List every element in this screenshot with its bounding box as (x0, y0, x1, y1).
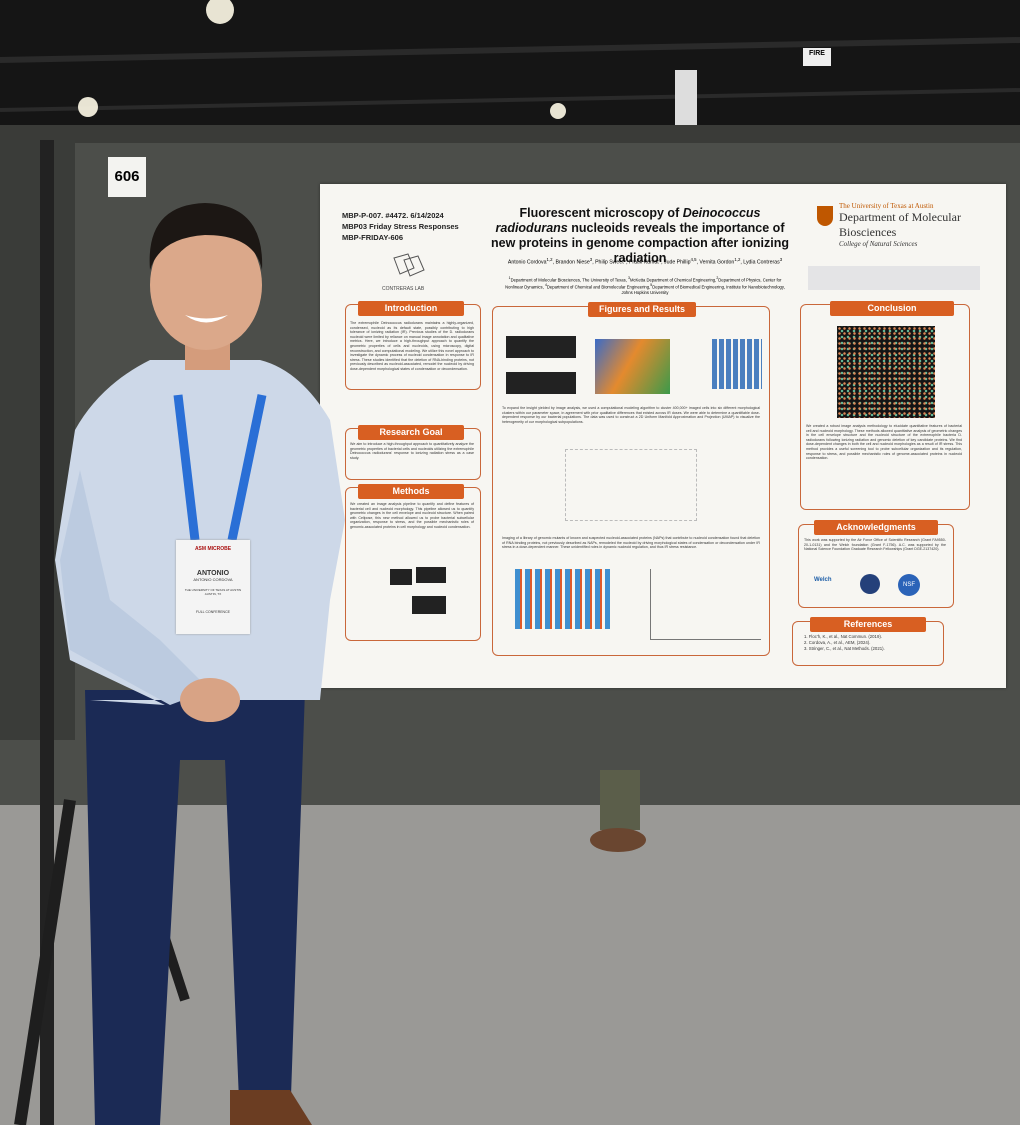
affiliation: Department of Chemical and Biomolecular … (546, 284, 651, 290)
section-text: The extremophile Deinococcus radiodurans… (350, 321, 474, 371)
affiliation: McKetta Department of Chemical Engineeri… (629, 277, 717, 283)
section-heading: Introduction (358, 301, 464, 316)
author-affiliation: 1,2 (546, 257, 553, 262)
author-affiliation: 3 (779, 257, 783, 262)
affiliation-number: 5 (650, 282, 653, 287)
poster: MBP-P-007. #4472. 6/14/2024 MBP03 Friday… (320, 184, 1006, 688)
section-text: We created a robust image analysis metho… (806, 424, 962, 461)
author-affiliation: 1,2 (734, 257, 741, 262)
title-part: nucleoids reveals the importance of new … (491, 221, 789, 265)
section-heading: References (810, 617, 926, 632)
affiliation: Department of Biomedical Engineering, In… (621, 284, 785, 295)
reference-list: 1. Floc'h, K., et al., Nat Commun. (2019… (804, 634, 885, 652)
institution: The University of Texas at Austin Depart… (817, 202, 1006, 248)
reference: 3. Stringer, C., et al., Nat Methods. (2… (804, 646, 885, 651)
section-heading: Figures and Results (588, 302, 696, 317)
session-line: MBP03 Friday Stress Responses (342, 222, 459, 231)
author-affiliation: 4 (658, 257, 662, 262)
section-heading: Conclusion (830, 301, 954, 316)
author-affiliation: 1 (623, 257, 627, 262)
ut-shield (817, 206, 833, 226)
section-heading: Research Goal (358, 425, 464, 440)
affiliation-number: 4 (544, 282, 547, 287)
section-text: We created an image analysis pipeline to… (350, 502, 474, 529)
author-name: Antonio Cordova (507, 259, 547, 266)
line-figure (650, 569, 761, 640)
title-part: Fluorescent microscopy of (519, 206, 683, 220)
badge-type: FULL CONFERENCE (196, 610, 230, 614)
university: The University of Texas at Austin (839, 202, 934, 210)
session-line: MBP-FRIDAY-606 (342, 233, 403, 242)
umap-figure (595, 339, 670, 394)
reference: 1. Floc'h, K., et al., Nat Commun. (2019… (804, 634, 882, 639)
college: College of Natural Sciences (839, 240, 918, 248)
bar-figure (515, 569, 610, 629)
badge-location: AUSTIN, TX (204, 592, 222, 596)
conclusion-image (837, 326, 935, 418)
affiliation-number: 1 (508, 276, 511, 280)
section-heading: Methods (358, 484, 464, 499)
microscopy-figure (506, 372, 576, 394)
department: Department of Molecular Biosciences (839, 210, 961, 239)
author-name: Lydia Contreras (743, 259, 780, 266)
author-name: Vernita Gordon (699, 259, 735, 266)
section-text: This work was supported by the Air Force… (804, 538, 946, 552)
affiliation: Department of Physics, Center for Nonlin… (505, 277, 782, 290)
figures-text: Imaging of a library of genomic mutants … (502, 536, 760, 550)
exit-sign: FIRE (803, 48, 831, 66)
session-info: MBP-P-007. #4472. 6/14/2024 MBP03 Friday… (342, 210, 459, 243)
bar-figure (712, 339, 762, 389)
figures-text: To expand the insight yielded by image a… (502, 406, 760, 424)
author-name: Brandon Niese (555, 259, 590, 266)
poster-title: Fluorescent microscopy of Deinococcus ra… (490, 206, 790, 266)
author-affiliation: 4,5 (690, 257, 697, 262)
reference: 2. Cordova, A., et al., AEM, (2024). (804, 640, 871, 645)
affiliation: Department of Molecular Biosciences, The… (510, 277, 628, 283)
author-name: Philip Sweet (595, 259, 624, 266)
badge: ASM MICROBE ANTONIO ANTONIO CORDOVA THE … (176, 540, 250, 634)
badge-name: ANTONIO (196, 570, 230, 577)
microscopy-figure (506, 336, 576, 358)
badge-affiliation: THE UNIVERSITY OF TEXAS AT AUSTIN (184, 588, 242, 592)
methods-figure (390, 569, 412, 585)
lab-logo (393, 253, 425, 277)
section-text: We aim to introduce a high-throughput ap… (350, 442, 474, 460)
flow-diagram (565, 449, 697, 521)
section-heading: Acknowledgments (814, 520, 938, 535)
board-number: 606 (108, 157, 146, 197)
blurred-area (808, 266, 980, 290)
methods-figure (416, 567, 446, 583)
title-part: Deinococcus radiodurans (495, 206, 761, 235)
author-name: Jude Phillip (663, 259, 691, 266)
methods-figure (412, 596, 446, 614)
affiliations: 1Department of Molecular Biosciences, Th… (500, 276, 790, 296)
lab-name: CONTRERAS LAB (382, 286, 425, 292)
affiliation-number: 3 (628, 276, 630, 280)
authors: Antonio Cordova1,2, Brandon Niese3, Phil… (507, 257, 783, 266)
author-affiliation: 3 (589, 257, 593, 262)
logo: NSF (898, 574, 920, 596)
logo: Welch (814, 577, 832, 583)
session-line: MBP-P-007. #4472. 6/14/2024 (342, 211, 444, 220)
affiliation-number: 2 (716, 276, 719, 280)
seal-logo (860, 574, 880, 594)
author-name: Pratik Kamat (628, 259, 659, 266)
badge-full-name: ANTONIO CORDOVA (193, 577, 233, 582)
badge-event: ASM MICROBE (194, 546, 232, 552)
